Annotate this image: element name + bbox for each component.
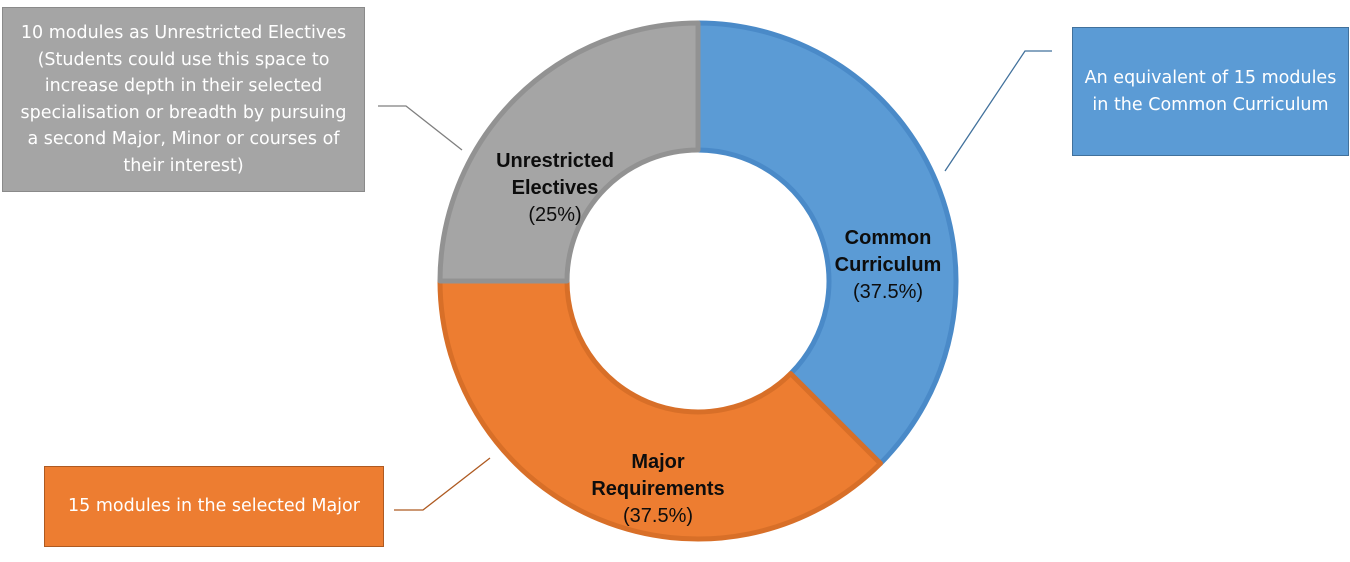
leader-line-common-curriculum <box>944 50 1052 172</box>
callout-major-requirements: 15 modules in the selected Major <box>44 466 384 547</box>
slice-unrestricted-electives <box>437 20 701 284</box>
slice-major-requirements <box>437 278 883 542</box>
slice-label-major-requirements: Major Requirements (37.5%) <box>591 451 724 527</box>
slice-label-common-curriculum: Common Curriculum (37.5%) <box>835 227 942 303</box>
slice-common-curriculum <box>695 20 959 466</box>
callout-common-curriculum: An equivalent of 15 modules in the Commo… <box>1072 27 1349 156</box>
callout-unrestricted-electives: 10 modules as Unrestricted Electives (St… <box>2 7 365 192</box>
leader-line-unrestricted-electives <box>378 105 463 151</box>
leader-line-major-requirements <box>394 457 491 511</box>
slice-label-unrestricted-electives: Unrestricted Electives (25%) <box>496 150 614 226</box>
